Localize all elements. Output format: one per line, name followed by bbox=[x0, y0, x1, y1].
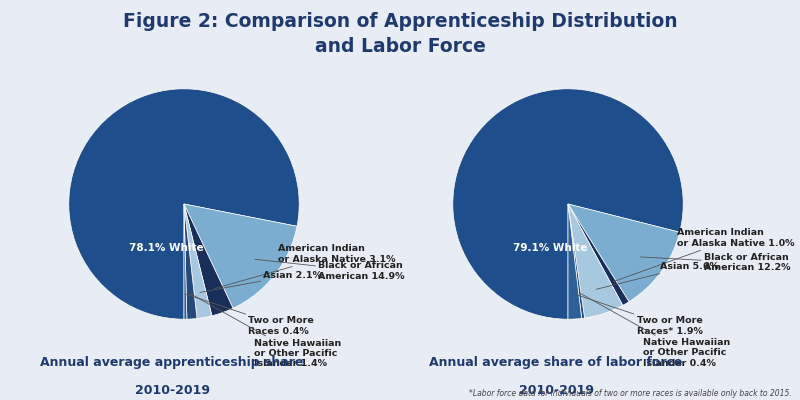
Text: Native Hawaiian
or Other Pacific
Islander 1.4%: Native Hawaiian or Other Pacific Islande… bbox=[190, 294, 341, 368]
Wedge shape bbox=[69, 89, 299, 319]
Text: Native Hawaiian
or Other Pacific
Islander 0.4%: Native Hawaiian or Other Pacific Islande… bbox=[580, 293, 730, 368]
Text: Figure 2: Comparison of Apprenticeship Distribution
and Labor Force: Figure 2: Comparison of Apprenticeship D… bbox=[122, 12, 678, 56]
Wedge shape bbox=[184, 204, 297, 308]
Text: Black or African
American 14.9%: Black or African American 14.9% bbox=[255, 259, 405, 280]
Text: American Indian
or Alaska Native 3.1%: American Indian or Alaska Native 3.1% bbox=[214, 244, 395, 289]
Wedge shape bbox=[453, 89, 683, 319]
Text: Two or More
Races 0.4%: Two or More Races 0.4% bbox=[185, 294, 314, 336]
Text: Asian 2.1%: Asian 2.1% bbox=[200, 271, 322, 292]
Wedge shape bbox=[568, 204, 622, 318]
Text: Asian 5.6%: Asian 5.6% bbox=[596, 262, 718, 289]
Text: *Labor force data for individuals of two or more races is available only back to: *Labor force data for individuals of two… bbox=[470, 389, 792, 398]
Text: 2010-2019: 2010-2019 bbox=[134, 384, 210, 397]
Text: 79.1% White: 79.1% White bbox=[514, 243, 588, 253]
Text: Two or More
Races* 1.9%: Two or More Races* 1.9% bbox=[574, 294, 702, 336]
Text: Annual average apprenticeship share: Annual average apprenticeship share bbox=[40, 356, 304, 369]
Wedge shape bbox=[568, 204, 582, 319]
Wedge shape bbox=[568, 204, 585, 318]
Wedge shape bbox=[568, 204, 629, 305]
Wedge shape bbox=[568, 204, 680, 302]
Wedge shape bbox=[184, 204, 212, 318]
Text: 78.1% White: 78.1% White bbox=[130, 243, 204, 253]
Wedge shape bbox=[184, 204, 197, 319]
Text: American Indian
or Alaska Native 1.0%: American Indian or Alaska Native 1.0% bbox=[613, 228, 794, 282]
Text: Annual average share of labor force: Annual average share of labor force bbox=[430, 356, 682, 369]
Wedge shape bbox=[184, 204, 187, 319]
Wedge shape bbox=[184, 204, 233, 316]
Text: 2010-2019: 2010-2019 bbox=[518, 384, 594, 397]
Text: Black or African
American 12.2%: Black or African American 12.2% bbox=[641, 253, 790, 272]
